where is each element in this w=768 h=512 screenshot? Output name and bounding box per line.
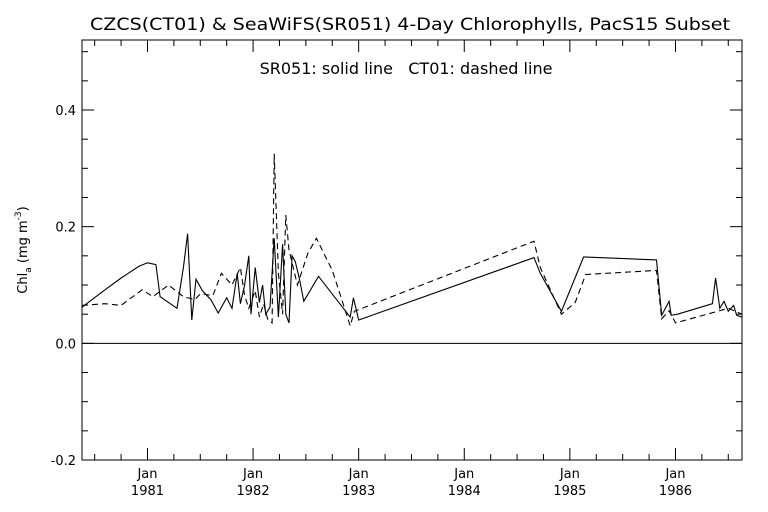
x-tick-year-label: 1984 bbox=[448, 484, 481, 499]
y-tick-label: 0.4 bbox=[55, 104, 76, 119]
x-tick-month-label: Jan bbox=[664, 467, 685, 482]
x-tick-month-label: Jan bbox=[136, 467, 157, 482]
series-group bbox=[81, 153, 743, 328]
y-axis-label-superscript: -3 bbox=[14, 211, 24, 220]
series-line-sr051 bbox=[81, 233, 743, 324]
y-axis-label-close: ) bbox=[16, 206, 31, 211]
x-tick-year-label: 1985 bbox=[553, 484, 586, 499]
y-tick-label: -0.2 bbox=[51, 454, 76, 469]
x-tick-year-label: 1986 bbox=[659, 484, 692, 499]
plot-frame bbox=[81, 39, 743, 461]
series-line-ct01 bbox=[81, 153, 743, 328]
chart-title: CZCS(CT01) & SeaWiFS(SR051) 4-Day Chloro… bbox=[90, 15, 730, 35]
x-tick-year-label: 1981 bbox=[131, 484, 164, 499]
y-axis-label-unit: (mg m bbox=[16, 220, 31, 267]
x-tick-month-label: Jan bbox=[559, 467, 580, 482]
legend-annotation: SR051: solid line CT01: dashed line bbox=[260, 59, 553, 78]
y-tick-label: 0.0 bbox=[55, 337, 76, 352]
x-tick-month-label: Jan bbox=[348, 467, 369, 482]
y-tick-label: 0.2 bbox=[55, 221, 76, 236]
x-tick-year-label: 1982 bbox=[237, 484, 270, 499]
x-tick-year-label: 1983 bbox=[342, 484, 375, 499]
y-axis-label-subscript: a bbox=[24, 267, 34, 273]
axes: -0.2 0.0 0.2 0.4 Jan 1981 Jan 1982 Jan 1983 Jan 198… bbox=[51, 40, 742, 499]
y-axis-label-main: Chl bbox=[16, 273, 31, 294]
y-axis-label: Chla (mg m-3) bbox=[14, 206, 34, 293]
x-tick-month-label: Jan bbox=[453, 467, 474, 482]
x-tick-month-label: Jan bbox=[242, 467, 263, 482]
